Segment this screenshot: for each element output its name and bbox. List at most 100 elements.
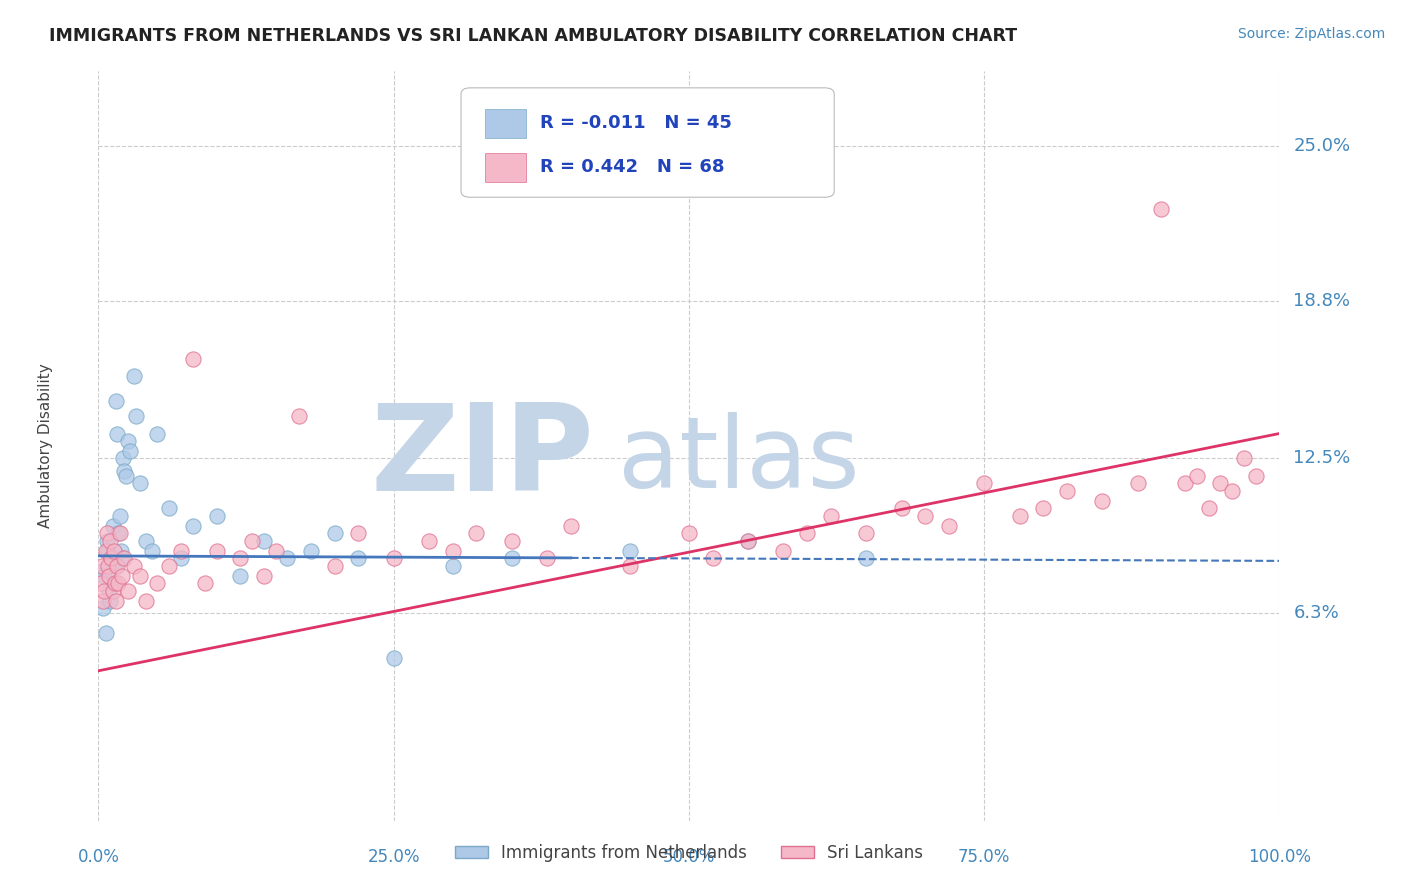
Point (120, 444, 142, 458)
Point (181, 351, 204, 366)
Point (181, 519, 204, 533)
Text: Source: ZipAtlas.com: Source: ZipAtlas.com (1237, 27, 1385, 41)
Point (117, 434, 139, 448)
Point (105, 594, 128, 608)
Point (1008, 508, 1031, 523)
Text: 18.8%: 18.8% (1294, 293, 1350, 310)
Point (973, 476, 995, 491)
Point (135, 533, 157, 548)
Point (112, 551, 135, 566)
Point (501, 533, 523, 548)
Point (91, 594, 114, 608)
Point (1209, 476, 1232, 491)
Point (108, 508, 131, 523)
Point (1150, 202, 1173, 216)
Point (111, 569, 134, 583)
Point (737, 533, 759, 548)
Point (1126, 476, 1149, 491)
Point (323, 558, 346, 573)
Point (105, 558, 128, 573)
Point (94, 544, 117, 558)
Point (229, 551, 252, 566)
Point (91, 558, 114, 573)
Point (855, 526, 877, 541)
Point (110, 544, 132, 558)
Point (122, 369, 145, 384)
Point (501, 551, 523, 566)
Text: 25.0%: 25.0% (1294, 137, 1351, 155)
Point (98, 583, 121, 598)
Point (299, 544, 322, 558)
Point (288, 409, 311, 423)
Point (418, 533, 440, 548)
Point (91, 564, 114, 578)
Point (1198, 501, 1220, 516)
Point (98, 569, 121, 583)
Point (96, 526, 118, 541)
Point (111, 551, 134, 566)
Point (125, 409, 148, 423)
Text: IMMIGRANTS FROM NETHERLANDS VS SRI LANKAN AMBULATORY DISABILITY CORRELATION CHAR: IMMIGRANTS FROM NETHERLANDS VS SRI LANKA… (49, 27, 1018, 45)
Point (170, 551, 193, 566)
Point (240, 533, 263, 548)
Point (135, 594, 157, 608)
Point (253, 569, 276, 583)
Point (105, 426, 128, 441)
Point (1220, 483, 1243, 498)
Point (938, 519, 960, 533)
Text: 25.0%: 25.0% (367, 848, 420, 866)
Point (1091, 494, 1114, 508)
Point (157, 501, 180, 516)
Point (141, 544, 163, 558)
Point (1032, 501, 1054, 516)
Point (1185, 469, 1208, 483)
Point (253, 533, 276, 548)
Point (104, 576, 127, 591)
Point (1174, 476, 1197, 491)
Point (107, 526, 129, 541)
Point (465, 526, 488, 541)
Point (128, 476, 150, 491)
Point (619, 558, 641, 573)
Point (678, 526, 700, 541)
Point (441, 544, 464, 558)
Point (103, 576, 125, 591)
Point (205, 508, 228, 523)
Point (98, 594, 121, 608)
Legend: Immigrants from Netherlands, Sri Lankans: Immigrants from Netherlands, Sri Lankans (449, 838, 929, 869)
Point (1233, 451, 1256, 466)
FancyBboxPatch shape (485, 109, 526, 137)
Point (205, 544, 228, 558)
Point (890, 501, 912, 516)
Point (93, 569, 115, 583)
Point (146, 576, 169, 591)
Point (100, 551, 122, 566)
Point (93, 583, 115, 598)
Point (114, 469, 136, 483)
Point (117, 583, 139, 598)
Point (170, 544, 193, 558)
Point (619, 544, 641, 558)
Point (108, 526, 131, 541)
Point (347, 551, 370, 566)
Point (128, 569, 150, 583)
Point (104, 558, 127, 573)
Text: ZIP: ZIP (371, 399, 595, 516)
Point (264, 544, 287, 558)
Text: 75.0%: 75.0% (957, 848, 1011, 866)
Point (122, 558, 145, 573)
Text: 6.3%: 6.3% (1294, 605, 1339, 623)
Point (441, 558, 464, 573)
Point (820, 508, 842, 523)
Point (560, 519, 582, 533)
Point (97, 558, 120, 573)
Point (276, 551, 298, 566)
Text: 100.0%: 100.0% (1249, 848, 1310, 866)
Point (97, 544, 120, 558)
Point (112, 451, 135, 466)
Point (103, 544, 125, 558)
Text: atlas: atlas (619, 412, 859, 509)
Point (1056, 483, 1078, 498)
Point (107, 576, 129, 591)
Point (1244, 469, 1267, 483)
